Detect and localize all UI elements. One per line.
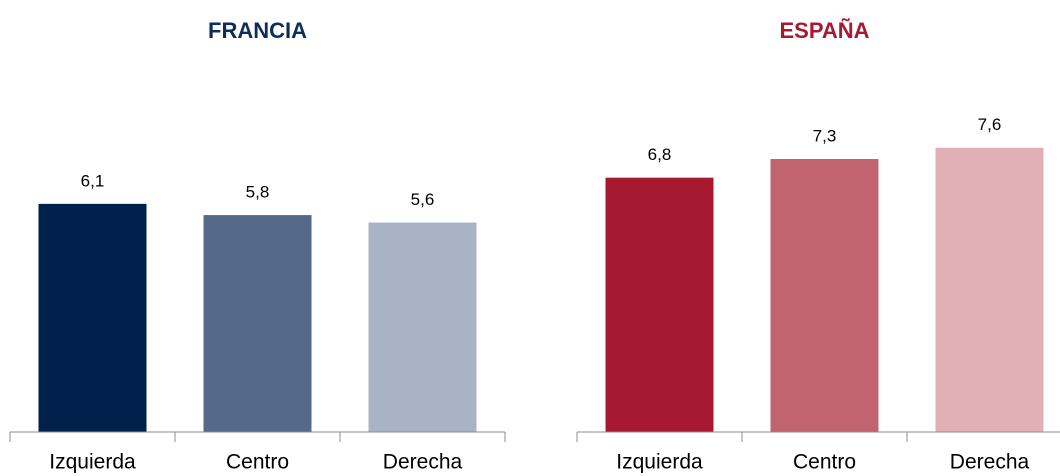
x-tick-label: Izquierda — [49, 451, 136, 474]
chart-title: FRANCIA — [208, 18, 307, 43]
x-tick-label: Izquierda — [616, 451, 703, 474]
x-tick-label: Derecha — [950, 451, 1030, 474]
x-tick-label: Centro — [226, 451, 289, 474]
bar — [605, 177, 714, 432]
chart-title: ESPAÑA — [779, 18, 869, 43]
value-label: 5,8 — [246, 183, 270, 202]
bar — [203, 215, 312, 432]
x-tick-label: Derecha — [383, 451, 463, 474]
value-label: 7,3 — [813, 126, 837, 145]
bar — [770, 158, 879, 433]
bar — [935, 147, 1044, 432]
value-label: 6,8 — [648, 145, 672, 164]
value-label: 5,6 — [411, 190, 435, 209]
value-label: 6,1 — [81, 171, 105, 190]
bar — [368, 222, 477, 432]
bar — [38, 203, 147, 432]
x-tick-label: Centro — [793, 451, 856, 474]
value-label: 7,6 — [978, 115, 1002, 134]
